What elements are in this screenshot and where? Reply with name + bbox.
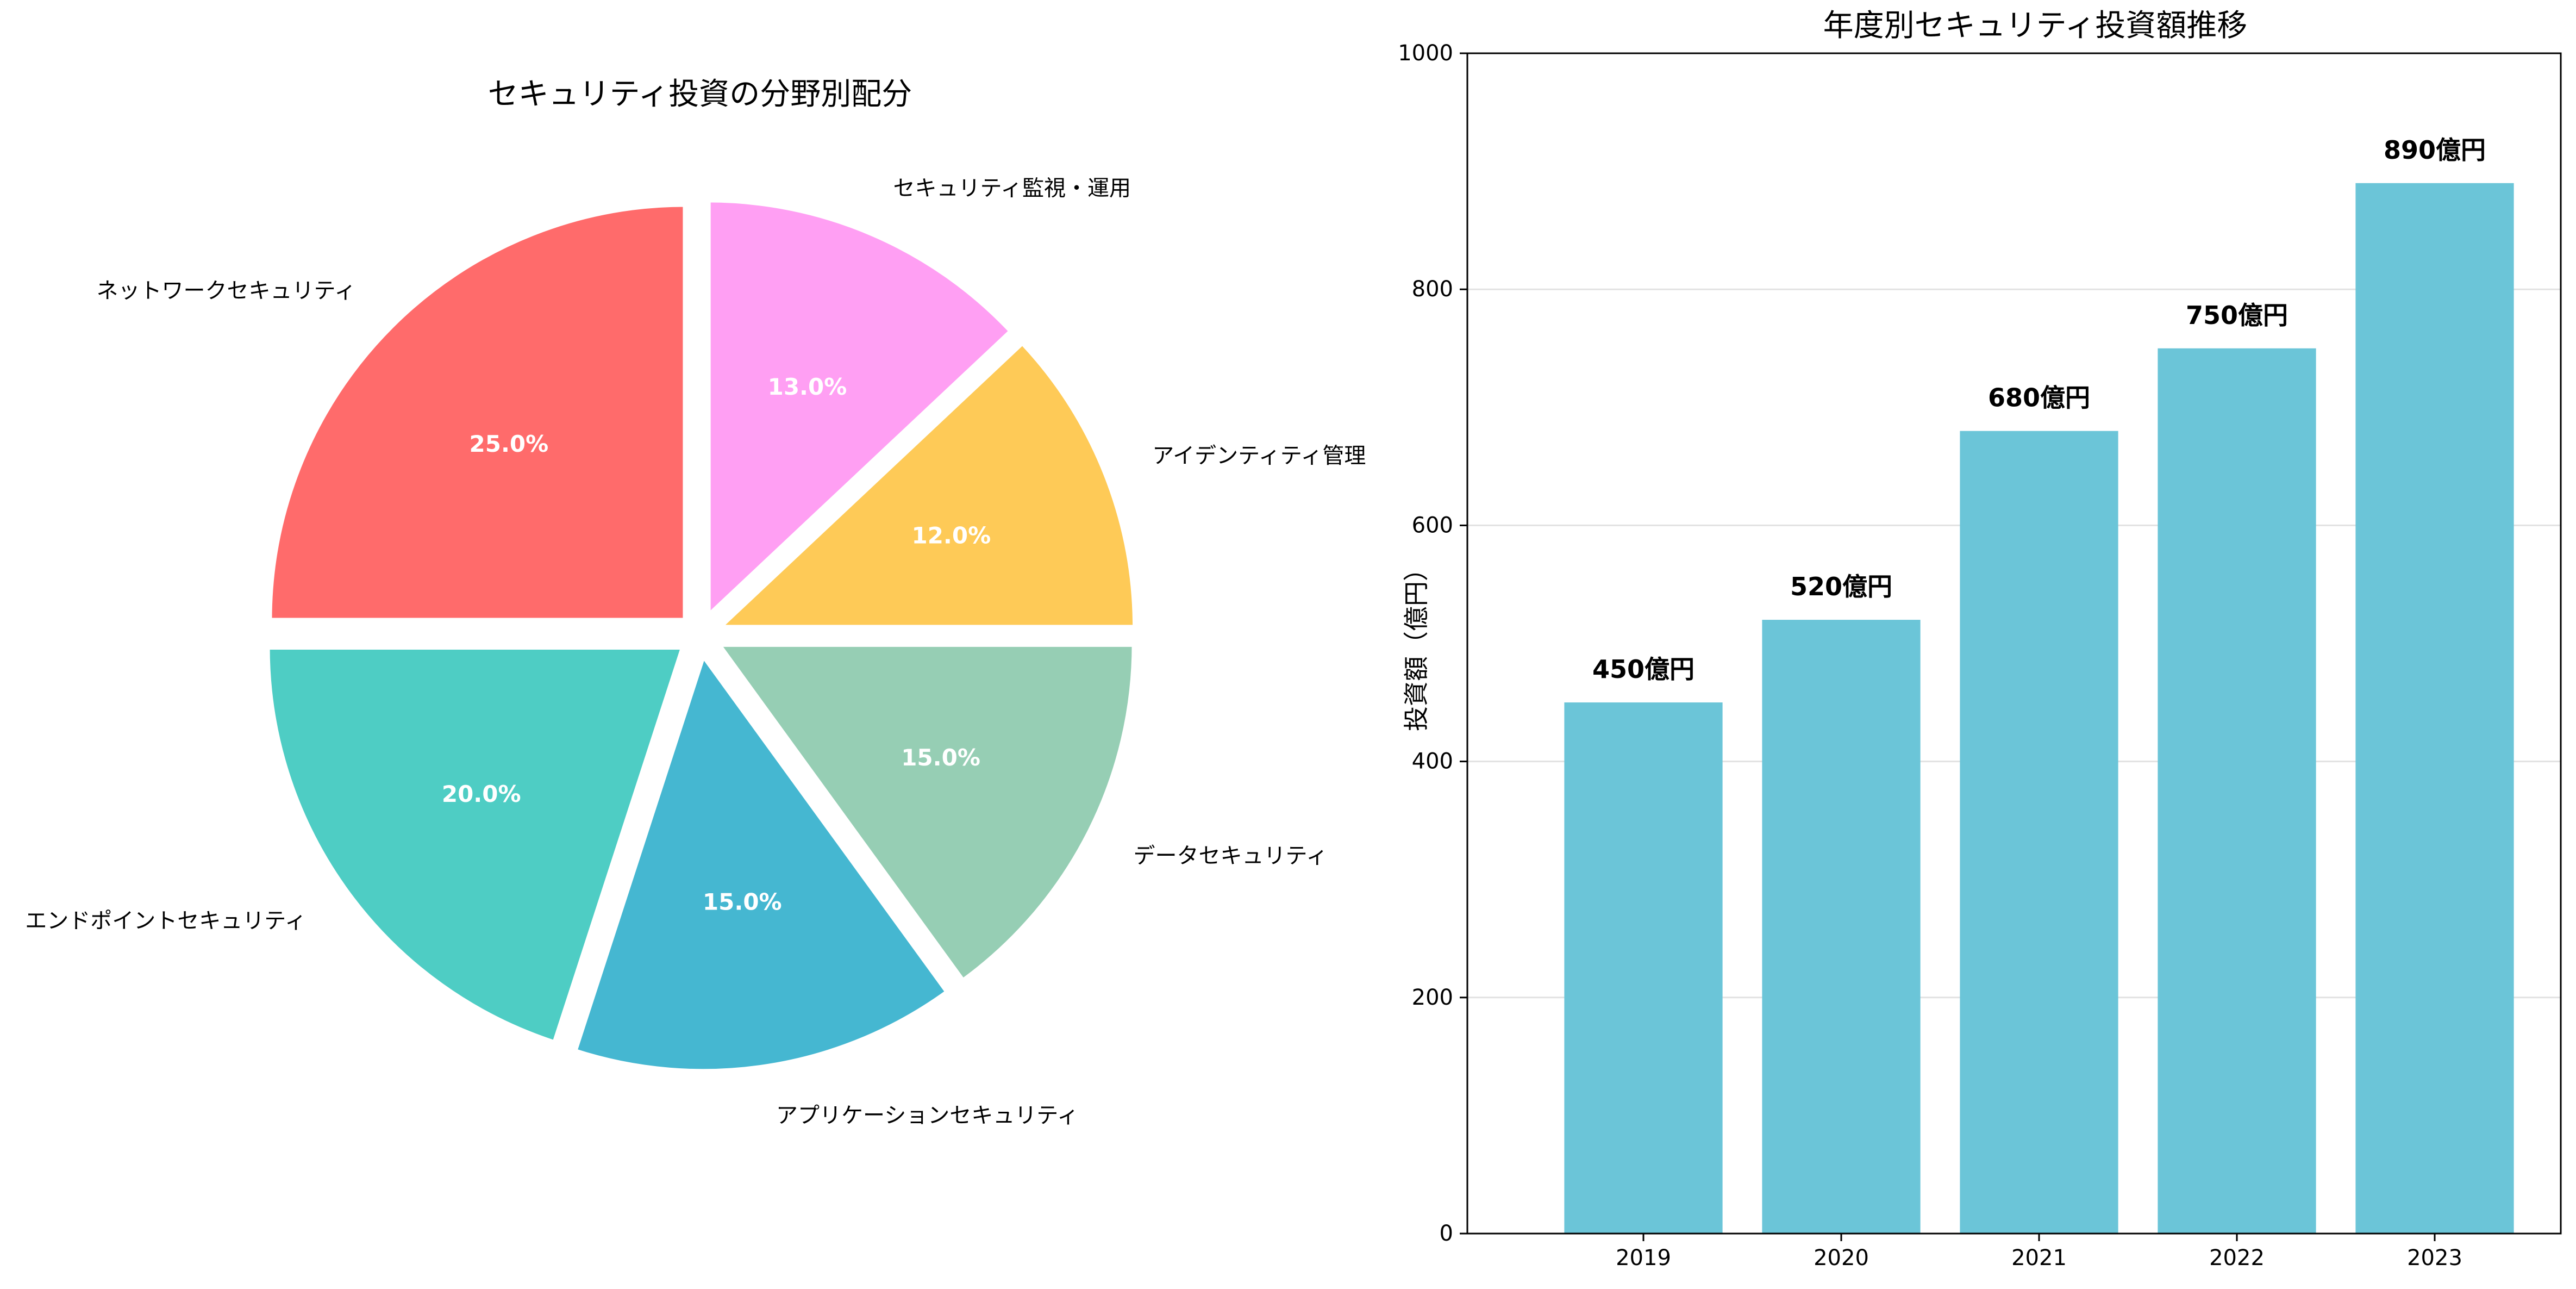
bar-data-label: 750億円 xyxy=(2186,301,2288,330)
x-tick-label: 2023 xyxy=(2407,1246,2462,1271)
pie-percent-label: 15.0% xyxy=(901,744,980,771)
bar-data-labels: 450億円 520億円 680億円 750億円 890億円 xyxy=(1592,135,2486,684)
y-axis-ticks: 0 200 400 600 800 1000 xyxy=(1398,41,1467,1246)
pie-slice-label: セキュリティ監視・運用 xyxy=(893,176,1131,201)
bar xyxy=(2158,348,2316,1234)
y-axis-label: 投資額（億円） xyxy=(1402,556,1431,731)
y-tick-label: 800 xyxy=(1412,277,1453,302)
pie-slice-label: ネットワークセキュリティ xyxy=(96,278,356,303)
bar xyxy=(2355,183,2514,1234)
bar-data-label: 680億円 xyxy=(1988,383,2090,413)
pie-slice xyxy=(705,197,1015,622)
plot-frame xyxy=(1466,52,2562,1235)
bar-chart: 年度別セキュリティ投資額推移 450億円 520億円 680億円 750億円 890億円… xyxy=(1398,8,2562,1271)
bar xyxy=(1564,702,1723,1234)
pie-chart-title: セキュリティ投資の分野別配分 xyxy=(488,77,912,112)
pie-slice-label: アイデンティティ管理 xyxy=(1152,444,1366,469)
x-tick-label: 2020 xyxy=(1814,1246,1869,1271)
bar-data-label: 890億円 xyxy=(2384,135,2486,165)
pie-percent-labels: 25.0% 20.0% 15.0% 15.0% 12.0% 13.0% xyxy=(442,373,991,915)
x-tick-label: 2022 xyxy=(2209,1246,2265,1271)
pie-percent-label: 12.0% xyxy=(911,522,991,549)
bar xyxy=(1960,431,2118,1234)
bar-data-label: 450億円 xyxy=(1592,655,1695,684)
pie-percent-label: 20.0% xyxy=(442,781,521,807)
pie-slice xyxy=(267,202,688,623)
bar xyxy=(1762,620,1921,1234)
pie-percent-label: 25.0% xyxy=(470,431,549,457)
pie-slice xyxy=(265,644,687,1046)
pie-slice xyxy=(714,642,1137,985)
x-axis-ticks: 2019 2020 2021 2022 2023 xyxy=(1616,1234,2462,1271)
y-tick-label: 0 xyxy=(1440,1221,1453,1246)
y-tick-label: 600 xyxy=(1412,513,1453,538)
bars xyxy=(1564,183,2514,1234)
pie-slice-label: アプリケーションセキュリティ xyxy=(776,1103,1079,1128)
pie-slices xyxy=(265,197,1138,1074)
pie-slice-label: データセキュリティ xyxy=(1133,843,1328,868)
x-tick-label: 2021 xyxy=(2011,1246,2067,1271)
pie-slice xyxy=(713,339,1138,630)
y-tick-label: 400 xyxy=(1412,749,1453,774)
pie-percent-label: 13.0% xyxy=(768,373,847,400)
x-tick-label: 2019 xyxy=(1616,1246,1671,1271)
bar-data-label: 520億円 xyxy=(1790,572,1892,601)
y-tick-label: 1000 xyxy=(1398,41,1453,66)
y-tick-label: 200 xyxy=(1412,985,1453,1010)
pie-chart: セキュリティ投資の分野別配分 25.0% 20.0% 15.0% 15.0% 12.0%… xyxy=(25,77,1366,1128)
pie-slice-label: エンドポイントセキュリティ xyxy=(25,908,307,933)
pie-slice xyxy=(571,650,951,1074)
pie-percent-label: 15.0% xyxy=(703,889,782,916)
bar-chart-title: 年度別セキュリティ投資額推移 xyxy=(1823,8,2248,43)
